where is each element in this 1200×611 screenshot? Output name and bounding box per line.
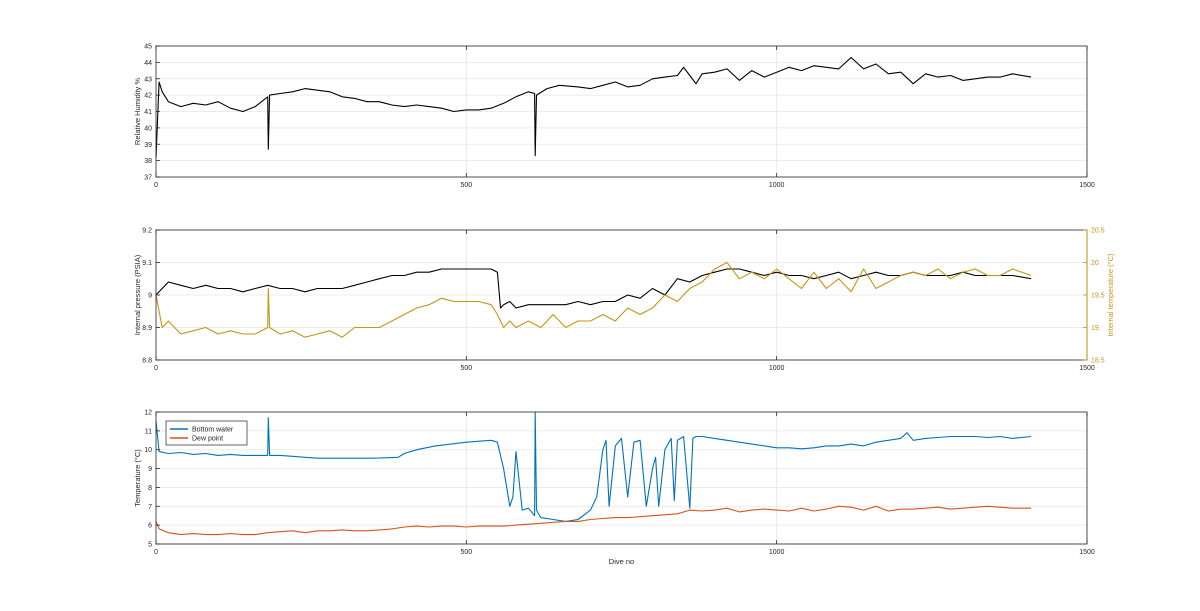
x-axis-label: Dive no [609, 557, 634, 566]
x-tick-label: 500 [460, 182, 472, 189]
x-tick-label: 1000 [769, 182, 785, 189]
axes-frame [155, 411, 1088, 545]
internal-temperature-line [155, 261, 1032, 338]
y-tick-label: 45 [144, 44, 152, 51]
y-axis-label: Relative Humidity % [133, 78, 142, 145]
pressure-temperature-plot: 0 500 1000 1500 8.8 8.9 9 9.1 9.2 18.5 19 19.5 20 20.… [133, 228, 1115, 373]
y-axis-label: Internal pressure (PSIA) [133, 254, 142, 335]
legend-entry: Bottom water [192, 427, 234, 434]
y-tick-label: 9 [148, 466, 152, 473]
y-tick-label: 8 [148, 485, 152, 492]
y-tick-label: 9.2 [142, 228, 152, 235]
legend-box [165, 420, 248, 446]
y2-tick-label: 20.5 [1091, 228, 1105, 235]
y-tick-label: 12 [144, 410, 152, 417]
dew-point-line [155, 505, 1032, 536]
y-tick-label: 7 [148, 504, 152, 511]
x-tick-label: 500 [460, 549, 472, 556]
y-tick-label: 9.1 [142, 260, 152, 267]
humidity-line [155, 56, 1032, 158]
x-tick-label: 500 [460, 365, 472, 372]
legend-entry: Dew point [192, 436, 223, 443]
x-tick-label: 1000 [769, 365, 785, 372]
y-tick-label: 6 [148, 523, 152, 530]
internal-pressure-line [155, 268, 1032, 309]
x-tick-label: 0 [154, 182, 158, 189]
y-axis-label: Temperature (°C) [133, 449, 142, 507]
legend: Bottom water Dew point [165, 420, 248, 446]
y-tick-label: 9 [148, 293, 152, 300]
y-tick-label: 11 [145, 428, 152, 435]
y-tick-label: 38 [144, 158, 152, 165]
y-tick-label: 37 [144, 175, 152, 182]
y-tick-label: 39 [144, 142, 152, 149]
y-tick-label: 8.8 [142, 358, 152, 365]
temperature-dewpoint-plot: 0 500 1000 1500 5 6 7 8 9 10 11 12 Temperature (°C) D… [133, 410, 1095, 567]
bottom-water-line [155, 411, 1032, 522]
y2-tick-label: 19.5 [1091, 293, 1105, 300]
x-tick-label: 0 [154, 549, 158, 556]
y-tick-label: 41 [144, 109, 152, 116]
x-tick-label: 0 [154, 365, 158, 372]
y-tick-label: 8.9 [142, 325, 152, 332]
y-tick-label: 10 [144, 447, 152, 454]
y-tick-label: 42 [144, 93, 152, 100]
y2-tick-label: 18.5 [1091, 358, 1105, 365]
y-tick-label: 5 [148, 542, 152, 549]
y-tick-label: 44 [144, 60, 152, 67]
y2-tick-label: 20 [1091, 260, 1099, 267]
x-tick-label: 1500 [1079, 365, 1095, 372]
humidity-plot: 0 500 1000 1500 37 38 39 40 41 42 43 44 45 Relative H… [133, 44, 1095, 190]
x-tick-label: 1000 [769, 549, 785, 556]
y-tick-label: 40 [144, 125, 152, 132]
y2-tick-label: 19 [1091, 325, 1099, 332]
y2-axis-label: Internal temperature (°C) [1106, 253, 1115, 337]
x-tick-label: 1500 [1079, 182, 1095, 189]
x-tick-label: 1500 [1079, 549, 1095, 556]
y-tick-label: 43 [144, 76, 152, 83]
plot-area [156, 412, 1087, 544]
